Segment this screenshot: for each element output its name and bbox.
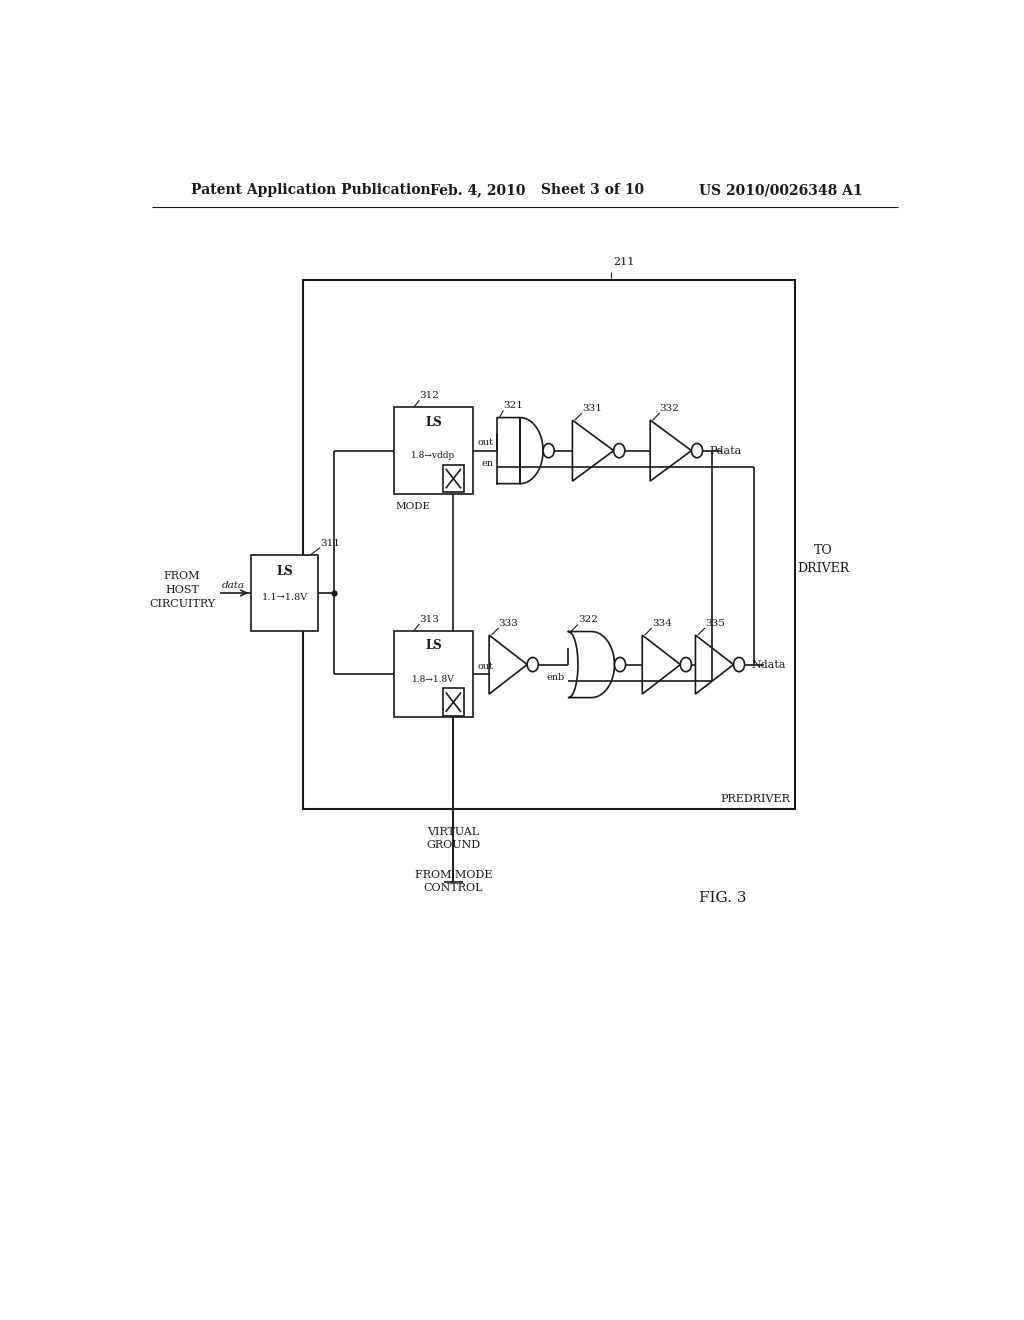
Circle shape — [614, 657, 626, 672]
Text: 1.1→1.8V: 1.1→1.8V — [261, 594, 308, 602]
Text: PREDRIVER: PREDRIVER — [721, 793, 791, 804]
Text: LS: LS — [425, 416, 442, 429]
Text: enb: enb — [546, 673, 564, 682]
Text: 211: 211 — [613, 257, 635, 267]
Text: Pdata: Pdata — [709, 446, 741, 455]
Circle shape — [613, 444, 625, 458]
Text: 321: 321 — [504, 401, 523, 411]
FancyBboxPatch shape — [394, 631, 473, 718]
Text: 313: 313 — [419, 615, 439, 624]
Circle shape — [691, 444, 702, 458]
Text: out: out — [477, 661, 494, 671]
Circle shape — [543, 444, 554, 458]
Text: LS: LS — [425, 639, 442, 652]
Circle shape — [733, 657, 744, 672]
Circle shape — [680, 657, 691, 672]
Polygon shape — [650, 420, 691, 480]
Text: FROM
HOST
CIRCUITRY: FROM HOST CIRCUITRY — [148, 572, 215, 610]
FancyBboxPatch shape — [251, 554, 318, 631]
Polygon shape — [642, 635, 680, 694]
Text: 332: 332 — [659, 404, 680, 413]
Text: en: en — [481, 459, 494, 469]
Polygon shape — [695, 635, 733, 694]
Text: TO
DRIVER: TO DRIVER — [797, 544, 849, 576]
FancyBboxPatch shape — [394, 408, 473, 494]
Text: 322: 322 — [578, 615, 598, 624]
Text: FROM MODE
CONTROL: FROM MODE CONTROL — [415, 870, 493, 894]
Text: VIRTUAL
GROUND: VIRTUAL GROUND — [426, 828, 480, 850]
Text: 334: 334 — [652, 619, 672, 628]
Circle shape — [527, 657, 539, 672]
Polygon shape — [497, 417, 543, 483]
Text: 331: 331 — [582, 404, 602, 413]
Text: Ndata: Ndata — [751, 660, 785, 669]
Text: MODE: MODE — [395, 502, 430, 511]
Text: Feb. 4, 2010: Feb. 4, 2010 — [430, 183, 525, 197]
FancyBboxPatch shape — [442, 465, 464, 492]
Polygon shape — [572, 420, 613, 480]
Text: LS: LS — [276, 565, 293, 578]
Text: 335: 335 — [705, 619, 725, 628]
Text: 1.8→1.8V: 1.8→1.8V — [413, 675, 455, 684]
Text: 312: 312 — [419, 391, 439, 400]
Text: Sheet 3 of 10: Sheet 3 of 10 — [541, 183, 644, 197]
Polygon shape — [568, 631, 614, 697]
FancyBboxPatch shape — [303, 280, 795, 809]
FancyBboxPatch shape — [442, 689, 464, 715]
Polygon shape — [489, 635, 527, 694]
Text: 311: 311 — [321, 539, 340, 548]
Text: out: out — [477, 438, 494, 447]
Text: data: data — [221, 581, 245, 590]
Text: Patent Application Publication: Patent Application Publication — [191, 183, 431, 197]
Text: 333: 333 — [499, 619, 518, 628]
Text: FIG. 3: FIG. 3 — [699, 891, 746, 906]
Text: 1.8→vddp: 1.8→vddp — [412, 451, 456, 461]
Text: US 2010/0026348 A1: US 2010/0026348 A1 — [699, 183, 863, 197]
